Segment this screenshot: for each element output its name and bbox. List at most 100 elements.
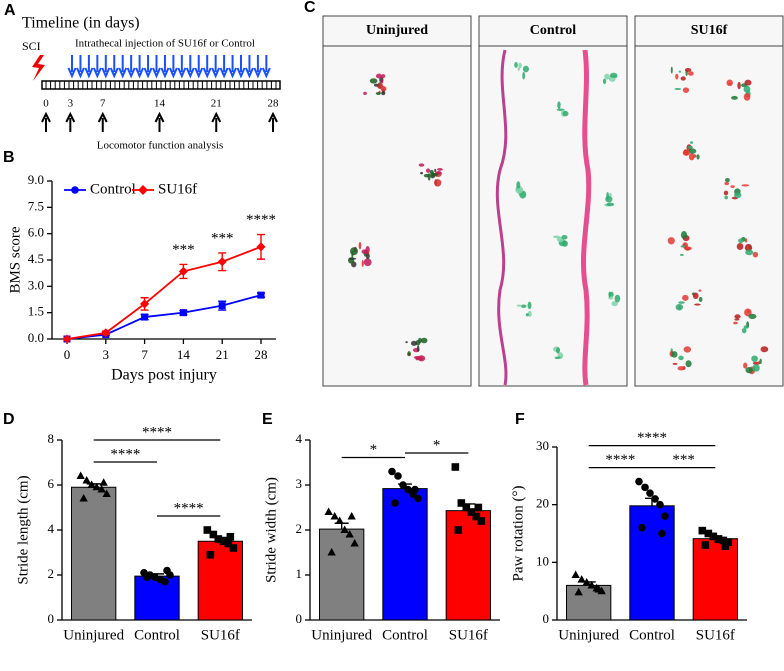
paw-print	[752, 251, 759, 258]
y-tick-label: 6	[48, 476, 55, 491]
data-point	[178, 266, 188, 276]
data-point	[477, 517, 486, 525]
data-point	[256, 242, 266, 252]
paw-print	[741, 328, 747, 334]
paw-print	[514, 61, 518, 68]
paw-print	[745, 249, 754, 256]
panel-label: F	[515, 411, 525, 428]
injection-arrow	[168, 55, 178, 79]
paw-print	[730, 185, 735, 189]
data-point	[143, 573, 151, 582]
injection-arrow	[109, 55, 119, 79]
data-point	[102, 489, 111, 498]
significance: ****	[246, 212, 276, 228]
injury-bolt	[32, 55, 45, 81]
paw-print	[350, 247, 358, 256]
x-tick-label: SU16f	[201, 627, 240, 643]
y-tick-label: 30	[536, 438, 549, 453]
paw-print	[416, 345, 420, 352]
footprints: Uninjured Control SU16f	[322, 15, 784, 387]
paw-print	[437, 167, 443, 171]
x-tick-label: Control	[382, 627, 428, 643]
injection-arrow	[92, 55, 102, 79]
paw-print	[752, 364, 760, 372]
data-point	[454, 526, 463, 534]
day-label: 14	[154, 98, 166, 110]
legend-label: Control	[90, 181, 136, 197]
data-point	[62, 334, 72, 344]
data-point	[206, 550, 215, 559]
paw-print	[684, 68, 692, 72]
data-point	[574, 587, 583, 596]
injection-arrow	[202, 55, 212, 79]
paw-print	[688, 148, 697, 154]
data-point	[587, 580, 596, 589]
paw-print	[678, 70, 682, 73]
data-point	[701, 541, 710, 549]
timeline-title: Timeline (in days)	[22, 15, 140, 32]
significance: ****	[142, 424, 172, 440]
data-point	[661, 512, 669, 520]
tail-drag	[495, 49, 508, 386]
paw-print	[520, 304, 527, 308]
x-tick-label: 7	[141, 347, 148, 362]
paw-print	[418, 337, 422, 344]
paw-print	[614, 294, 621, 303]
paw-print	[747, 309, 751, 313]
paw-print	[743, 325, 749, 329]
significance: ****	[637, 430, 667, 446]
injection-arrows	[67, 55, 271, 79]
paw-print	[434, 179, 442, 187]
paw-print	[759, 358, 762, 364]
injection-arrow	[67, 55, 77, 79]
paw-print	[687, 145, 693, 150]
paw-print	[363, 91, 367, 96]
paw-print	[363, 258, 372, 267]
paw-print	[674, 87, 682, 91]
y-axis-label: Paw rotation (°)	[510, 486, 526, 582]
panel-label: A	[4, 2, 16, 19]
bar	[319, 528, 365, 621]
data-point	[79, 493, 88, 502]
paw-print	[744, 238, 748, 243]
paw-print	[744, 79, 752, 86]
paw-print	[680, 245, 686, 248]
paw-print	[692, 154, 697, 158]
injection-arrow	[84, 55, 94, 79]
analysis-arrow	[65, 111, 76, 132]
y-tick-label: 7.5	[28, 198, 44, 213]
data-point	[350, 538, 359, 547]
paw-print	[434, 168, 437, 173]
paw-print	[734, 314, 741, 319]
paw-print	[682, 150, 690, 156]
y-tick-label: 0	[48, 611, 55, 626]
data-point	[161, 577, 169, 586]
injection-arrow	[219, 55, 229, 79]
paw-print	[675, 303, 684, 311]
x-tick-label: Uninjured	[311, 627, 372, 643]
paw-print	[751, 355, 758, 362]
paw-print	[420, 171, 424, 175]
paw-print	[680, 231, 688, 239]
data-point	[257, 291, 265, 299]
group-header: Uninjured	[366, 23, 428, 38]
paw-print	[375, 73, 383, 79]
paw-print	[561, 234, 568, 240]
data-point	[99, 478, 108, 486]
paw-print	[380, 86, 387, 92]
y-tick-label: 0	[543, 611, 550, 626]
paw-print	[743, 362, 748, 369]
x-tick-label: 0	[64, 347, 71, 362]
legend-label: SU16f	[158, 181, 197, 197]
y-tick-label: 4	[48, 521, 55, 536]
paw-print	[682, 87, 690, 93]
bar	[197, 540, 244, 621]
paw-print	[608, 291, 611, 298]
paw-print	[746, 245, 750, 250]
paw-print	[743, 92, 751, 101]
y-tick-label: 20	[536, 496, 549, 511]
data-point	[462, 503, 471, 512]
paw-print	[348, 257, 357, 260]
y-tick-label: 8	[48, 431, 55, 446]
bar	[692, 538, 739, 621]
